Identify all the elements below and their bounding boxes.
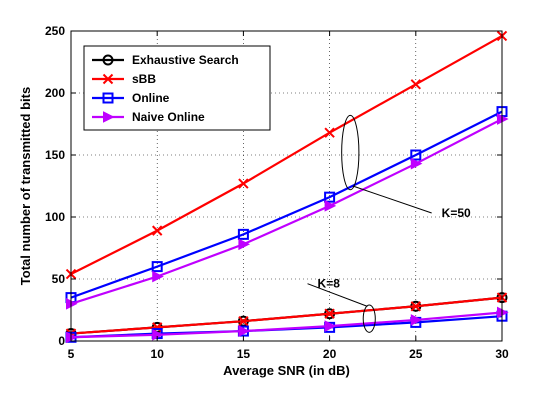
data-point-1-3 xyxy=(324,127,335,138)
legend-label-0: Exhaustive Search xyxy=(132,53,239,67)
x-tick-label-1: 10 xyxy=(151,347,165,361)
series-line-3 xyxy=(70,110,503,299)
y-tick-label-3: 150 xyxy=(45,148,65,162)
y-tick-label-1: 50 xyxy=(52,272,66,286)
annotation-label-1: K=8 xyxy=(318,277,341,291)
y-tick-label-2: 100 xyxy=(45,210,65,224)
x-tick-label-5: 30 xyxy=(495,347,509,361)
annotation-ellipse-0 xyxy=(341,114,360,191)
legend-marker-3 xyxy=(103,111,115,123)
series-naive-online-k8 xyxy=(66,306,509,344)
data-point-6-4 xyxy=(410,314,423,326)
data-point-1-4 xyxy=(410,79,422,90)
x-tick-label-4: 25 xyxy=(409,347,423,361)
y-tick-label-0: 0 xyxy=(58,334,65,348)
data-point-5-4 xyxy=(410,157,423,170)
y-axis-label: Total number of transmitted bits xyxy=(18,87,33,285)
series-exhaustive-search-k8 xyxy=(65,292,508,340)
data-point-5-3 xyxy=(324,200,337,212)
axis-ticks: 5 10 15 20 25 30 0 50 100 150 200 250 xyxy=(45,24,509,361)
legend: Exhaustive Search sBB Online Naive Online xyxy=(83,45,271,131)
data-point-1-2 xyxy=(238,178,249,189)
series-online-k8 xyxy=(65,310,508,343)
legend-label-3: Naive Online xyxy=(132,110,205,124)
legend-item-0: Exhaustive Search xyxy=(92,53,239,67)
legend-item-3: Naive Online xyxy=(92,110,205,124)
x-tick-label-3: 20 xyxy=(323,347,337,361)
series-line-2 xyxy=(70,296,503,335)
annotation-leader-0 xyxy=(352,185,432,214)
annotation-leader-1 xyxy=(307,283,368,307)
plot-marks xyxy=(65,30,509,344)
data-point-3-2 xyxy=(237,228,249,240)
series-line-5 xyxy=(70,118,503,305)
series-sbb-k8 xyxy=(65,292,508,339)
data-point-3-1 xyxy=(151,261,163,273)
x-tick-label-0: 5 xyxy=(68,347,75,361)
data-point-3-4 xyxy=(410,149,422,161)
legend-label-2: Online xyxy=(132,91,170,105)
data-point-6-3 xyxy=(324,320,337,332)
data-point-2-4 xyxy=(410,301,422,312)
series-line-1 xyxy=(70,35,503,276)
legend-item-2: Online xyxy=(92,91,170,105)
annotation-label-0: K=50 xyxy=(442,206,471,220)
y-tick-label-4: 200 xyxy=(45,86,65,100)
legend-marker-1 xyxy=(102,73,114,85)
series-line-6 xyxy=(70,311,503,339)
data-point-3-3 xyxy=(324,191,336,203)
legend-label-1: sBB xyxy=(132,72,156,86)
series-sbb-k50 xyxy=(65,30,508,280)
data-point-1-1 xyxy=(151,225,163,236)
annotations: K=50 K=8 xyxy=(307,114,471,333)
data-point-2-2 xyxy=(238,315,249,327)
data-point-6-2 xyxy=(238,325,251,337)
x-tick-label-2: 15 xyxy=(237,347,251,361)
data-point-5-1 xyxy=(152,270,164,283)
legend-item-1: sBB xyxy=(92,72,156,86)
data-point-5-2 xyxy=(238,238,251,251)
x-axis-label: Average SNR (in dB) xyxy=(223,363,350,378)
data-point-2-3 xyxy=(324,308,335,319)
legend-marker-2 xyxy=(102,92,114,104)
annotation-ellipse-1 xyxy=(362,304,376,333)
series-line-4 xyxy=(70,315,503,339)
series-online-k50 xyxy=(65,106,508,304)
legend-marker-0 xyxy=(102,54,114,66)
y-tick-label-5: 250 xyxy=(45,24,65,38)
plot-frame xyxy=(70,30,503,342)
